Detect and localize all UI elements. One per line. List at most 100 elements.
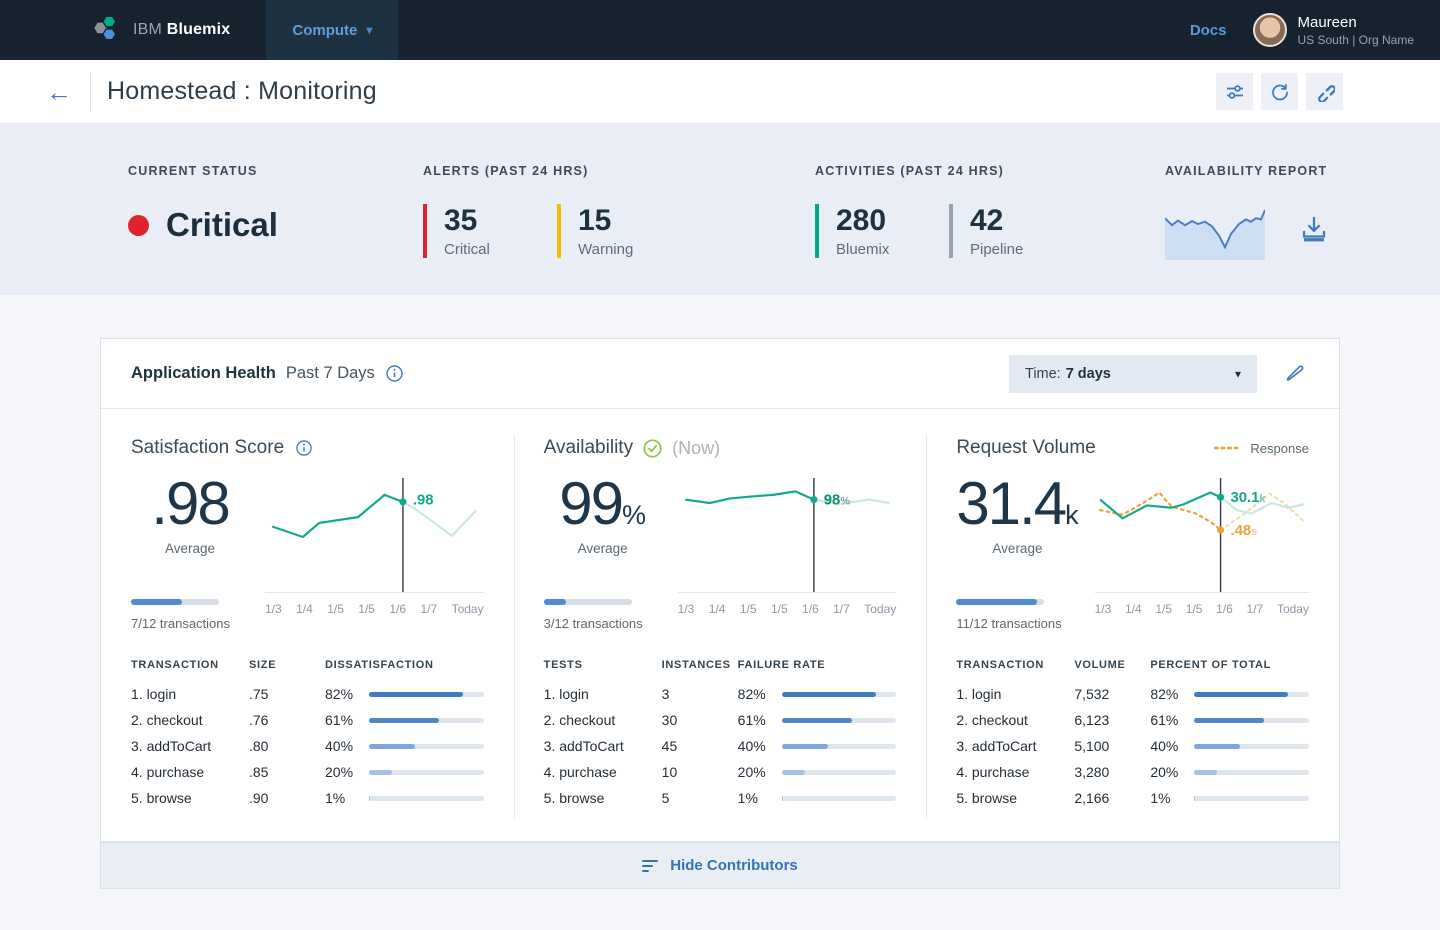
link-icon [1315, 82, 1335, 102]
row-percent-cell: 20% [738, 764, 897, 780]
brand-prefix: IBM [133, 21, 162, 38]
table-row: 4. purchase1020% [544, 759, 897, 785]
row-name: 4. purchase [131, 764, 249, 780]
brand: IBM Bluemix [0, 14, 230, 46]
activities-bluemix-stat: 280 Bluemix [815, 204, 891, 258]
settings-sliders-button[interactable] [1216, 73, 1253, 110]
download-report-button[interactable] [1295, 210, 1333, 251]
pencil-icon [1283, 360, 1307, 384]
alerts-section: ALERTS (PAST 24 HRS) 35 Critical 15 Warn… [423, 124, 815, 295]
row-name: 1. login [131, 686, 249, 702]
table-header-row: TRANSACTIONSIZEDISSATISFACTION [131, 659, 484, 671]
availability-sparkline: 98% [678, 475, 897, 593]
stat-value: 15 [578, 204, 633, 237]
row-value: .76 [249, 712, 325, 728]
transactions-progress-label: 11/12 transactions [956, 616, 1061, 631]
x-axis-label: 1/6 [1216, 602, 1233, 616]
x-axis-label: 1/6 [389, 602, 406, 616]
row-percent-cell: 1% [738, 790, 897, 806]
x-axis-label: Today [1277, 602, 1309, 616]
time-prefix: Time: [1025, 366, 1061, 382]
now-label: (Now) [672, 438, 720, 459]
page-title: Homestead : Monitoring [107, 77, 377, 106]
satisfaction-sparkline: .98 [265, 475, 484, 593]
table-header: DISSATISFACTION [325, 659, 484, 671]
filter-lines-icon [642, 859, 659, 873]
stat-value: 42 [970, 204, 1025, 237]
row-name: 4. purchase [544, 764, 662, 780]
percent-bar-fill [1194, 796, 1195, 801]
user-menu[interactable]: Maureen US South | Org Name [1253, 13, 1415, 47]
edit-button[interactable] [1281, 358, 1309, 389]
contributors-table: TRANSACTIONSIZEDISSATISFACTION 1. login.7… [131, 659, 484, 811]
table-header: INSTANCES [662, 659, 738, 671]
response-legend: Response [1214, 441, 1309, 456]
percent-bar [782, 718, 897, 723]
nav-menu-compute[interactable]: Compute ▾ [266, 0, 398, 60]
header-actions [1216, 73, 1343, 110]
card-info-button[interactable] [386, 365, 403, 382]
row-percent: 20% [325, 764, 359, 780]
request-volume-sparkline: 30.1k.48s [1095, 475, 1309, 593]
row-percent: 1% [325, 790, 359, 806]
svg-text:98%: 98% [823, 493, 850, 509]
time-value: 7 days [1066, 366, 1111, 382]
link-button[interactable] [1306, 73, 1343, 110]
percent-bar-fill [782, 692, 876, 697]
refresh-button[interactable] [1261, 73, 1298, 110]
table-header: TESTS [544, 659, 662, 671]
row-percent: 1% [1150, 790, 1184, 806]
row-percent-cell: 1% [1150, 790, 1309, 806]
application-health-card: Application Health Past 7 Days Time: 7 d… [100, 338, 1340, 842]
row-name: 4. purchase [956, 764, 1074, 780]
row-percent: 40% [1150, 738, 1184, 754]
table-row: 1. login7,53282% [956, 681, 1309, 707]
dotted-line-icon [1214, 445, 1242, 451]
row-name: 5. browse [544, 790, 662, 806]
hide-contributors-button[interactable]: Hide Contributors [100, 842, 1340, 889]
big-stat-caption: Average [165, 541, 215, 556]
request-volume-panel: Request Volume Response 31.4k Average 11… [926, 409, 1339, 841]
stat-label: Bluemix [836, 241, 891, 258]
row-percent-cell: 82% [325, 686, 484, 702]
percent-bar-fill [1194, 744, 1240, 749]
activities-pipeline-stat: 42 Pipeline [949, 204, 1025, 258]
percent-bar-fill [1194, 692, 1288, 697]
row-name: 5. browse [131, 790, 249, 806]
big-stat-value: .98 [151, 475, 228, 532]
x-axis-label: Today [452, 602, 484, 616]
row-value: 7,532 [1074, 686, 1150, 702]
docs-link[interactable]: Docs [1190, 22, 1227, 39]
table-row: 2. checkout6,12361% [956, 707, 1309, 733]
row-value: .85 [249, 764, 325, 780]
x-axis-labels: 1/31/41/51/51/61/7Today [1095, 602, 1309, 616]
user-org: US South | Org Name [1298, 33, 1415, 47]
user-name: Maureen [1298, 14, 1415, 31]
card-title: Application Health [131, 364, 276, 383]
alerts-warning-stat: 15 Warning [557, 204, 633, 258]
table-header: TRANSACTION [131, 659, 249, 671]
row-value: 2,166 [1074, 790, 1150, 806]
row-percent-cell: 40% [1150, 738, 1309, 754]
chevron-down-icon: ▾ [366, 23, 372, 37]
percent-bar [782, 744, 897, 749]
percent-bar [369, 770, 484, 775]
x-axis-label: 1/3 [265, 602, 282, 616]
time-range-select[interactable]: Time: 7 days ▾ [1009, 355, 1257, 393]
back-button[interactable]: ← [0, 79, 72, 105]
percent-bar-fill [1194, 770, 1217, 775]
table-row: 3. addToCart5,10040% [956, 733, 1309, 759]
big-stat-value: 31.4k [956, 475, 1078, 532]
progress-fill [544, 599, 566, 605]
table-row: 5. browse2,1661% [956, 785, 1309, 811]
table-row: 2. checkout.7661% [131, 707, 484, 733]
satisfaction-info-button[interactable] [296, 440, 312, 456]
x-axis-label: 1/6 [802, 602, 819, 616]
x-axis-label: 1/3 [678, 602, 695, 616]
progress-fill [956, 599, 1037, 605]
row-percent-cell: 20% [1150, 764, 1309, 780]
row-value: 3 [662, 686, 738, 702]
nav-menu-compute-label: Compute [292, 22, 357, 39]
info-icon [386, 365, 403, 382]
percent-bar [369, 692, 484, 697]
